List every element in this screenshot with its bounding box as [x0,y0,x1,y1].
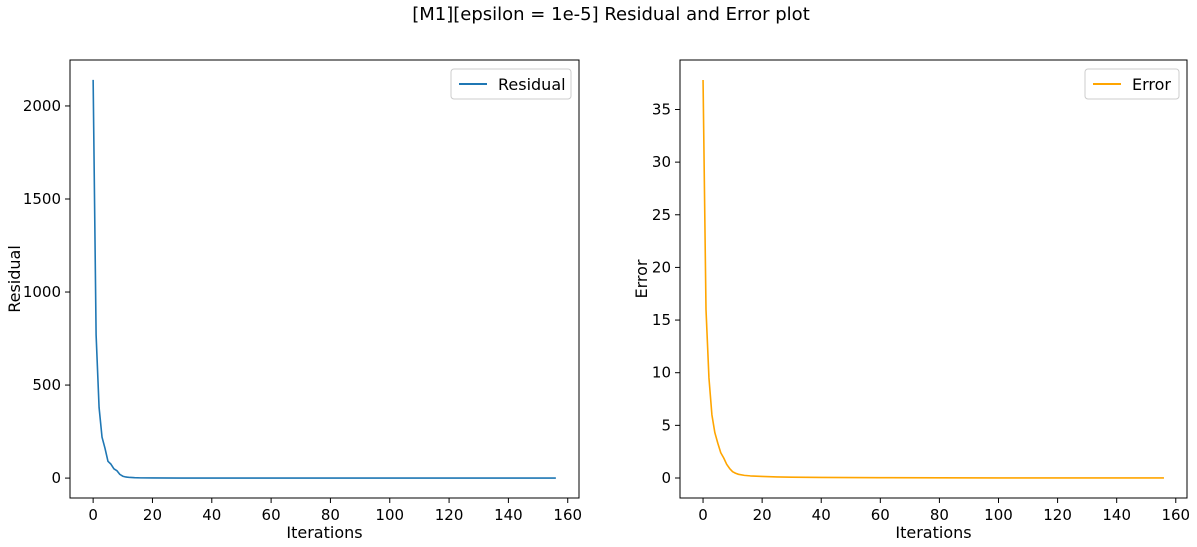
series-line-error [702,79,1164,479]
y-tick-label: 10 [652,364,671,382]
y-tick-label: 2000 [23,97,61,115]
series-line-residual [92,79,556,479]
y-axis-label: Error [632,259,651,298]
x-tick-label: 160 [553,506,582,524]
y-tick-label: 20 [652,258,671,276]
figure-title: [M1][epsilon = 1e-5] Residual and Error … [412,4,810,25]
y-tick-label: 5 [661,416,671,434]
x-tick-label: 100 [375,506,404,524]
y-tick-label: 0 [51,469,61,487]
legend-box [1084,68,1180,100]
y-tick-label: 35 [652,100,671,118]
y-axis-label: Residual [5,245,24,313]
legend-label: Error [1132,75,1171,94]
x-tick-label: 20 [753,506,772,524]
y-tick-label: 15 [652,311,671,329]
y-tick-label: 500 [32,376,61,394]
y-tick-label: 25 [652,206,671,224]
legend-label: Residual [498,75,566,94]
plot-frame [69,59,580,499]
x-tick-label: 40 [812,506,831,524]
x-tick-label: 100 [984,506,1013,524]
y-tick-label: 1000 [23,283,61,301]
error-chart: 0 20 40 60 80 100 120 140 160 0 5 10 15 20 25 30 35 Itera… [632,59,1190,542]
x-tick-label: 0 [698,506,708,524]
y-tick-label: 1500 [23,190,61,208]
x-tick-label: 0 [88,506,98,524]
x-tick-label: 140 [494,506,523,524]
x-axis-label: Iterations [895,523,971,542]
x-tick-label: 120 [1043,506,1072,524]
x-tick-label: 140 [1102,506,1131,524]
x-tick-label: 160 [1161,506,1190,524]
x-tick-label: 60 [262,506,281,524]
x-axis-label: Iterations [286,523,362,542]
y-tick-label: 30 [652,153,671,171]
x-tick-label: 80 [930,506,949,524]
legend-box [450,68,572,100]
y-tick-label: 0 [661,469,671,487]
x-tick-label: 60 [871,506,890,524]
residual-chart: 0 20 40 60 80 100 120 140 160 0 500 1000 1500 2000 Ite… [5,59,582,542]
x-tick-label: 20 [143,506,162,524]
plot-frame [679,59,1188,499]
x-tick-label: 80 [321,506,340,524]
x-tick-label: 40 [202,506,221,524]
x-tick-label: 120 [435,506,464,524]
